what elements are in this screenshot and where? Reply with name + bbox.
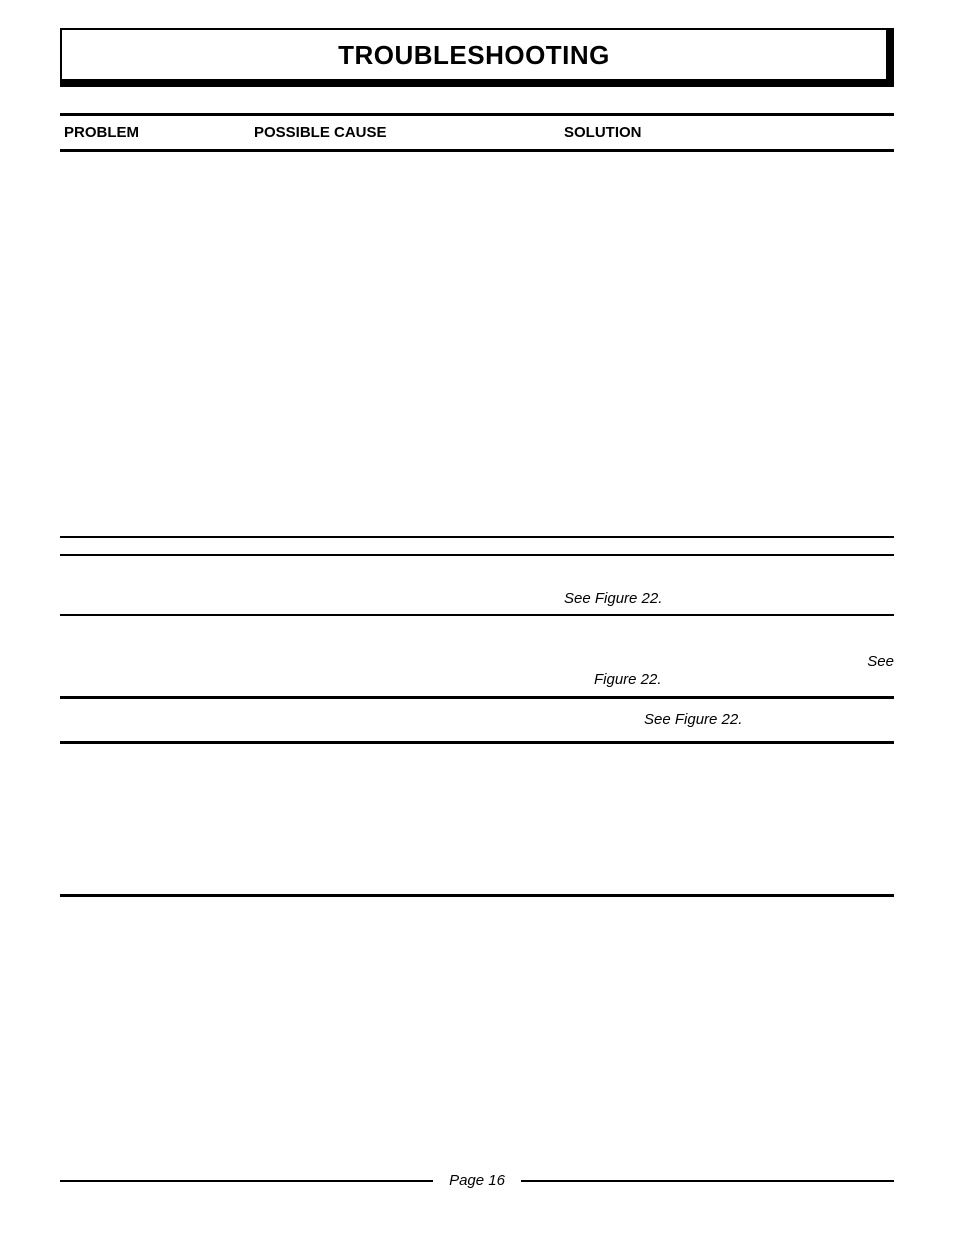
column-header-problem: PROBLEM [64,124,254,141]
footer-rule-left [60,1180,433,1182]
section-title: TROUBLESHOOTING [62,40,886,71]
table-row: See Figure 22. [60,556,894,614]
footer-rule-right [521,1180,894,1182]
row-divider-thick [60,894,894,897]
figure-reference-see: See [867,653,894,670]
table-row [60,744,894,894]
section-title-box: TROUBLESHOOTING [60,28,894,87]
table-row [60,152,894,536]
figure-reference-fig: Figure 22. [594,671,662,688]
table-row: See Figure 22. [60,616,894,696]
column-header-cause: POSSIBLE CAUSE [254,124,564,141]
table-row [60,538,894,554]
cell-solution: See Figure 22. [564,711,894,729]
cell-problem [64,622,254,690]
figure-reference: See Figure 22. [644,711,742,728]
cell-solution: See Figure 22. [564,622,894,690]
page-footer: Page 16 [60,1172,894,1189]
table-header-row: PROBLEM POSSIBLE CAUSE SOLUTION [60,113,894,152]
column-header-solution: SOLUTION [564,124,894,141]
cell-cause [254,622,564,690]
figure-reference: See Figure 22. [564,590,662,607]
page-number: Page 16 [433,1172,521,1189]
table-row: See Figure 22. [60,699,894,741]
cell-solution: See Figure 22. [564,590,894,608]
